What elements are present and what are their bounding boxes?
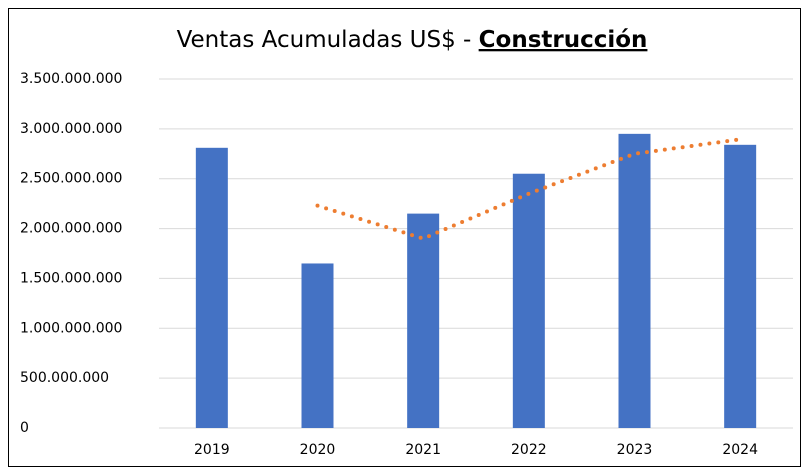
bar <box>724 144 757 428</box>
y-tick-label: 1.500.000.000 <box>20 270 122 286</box>
chart-title: Ventas Acumuladas US$ - Construcción <box>177 27 648 53</box>
y-tick-label: 1.000.000.000 <box>20 320 122 336</box>
y-tick-label: 3.000.000.000 <box>20 121 122 137</box>
y-tick-label: 500.000.000 <box>20 370 109 386</box>
x-tick-label: 2020 <box>300 442 336 458</box>
bar <box>618 133 651 429</box>
trend-line <box>315 137 743 241</box>
bar <box>512 173 545 428</box>
title-main: Ventas Acumuladas US$ - <box>177 27 479 53</box>
y-tick-label: 2.500.000.000 <box>20 171 122 187</box>
y-tick-label: 3.500.000.000 <box>20 71 122 87</box>
x-tick-label: 2024 <box>722 442 758 458</box>
bar <box>407 213 440 428</box>
y-tick-label: 2.000.000.000 <box>20 221 122 237</box>
y-tick-label: 0 <box>20 420 29 436</box>
bar <box>195 147 228 428</box>
x-tick-label: 2022 <box>511 442 547 458</box>
x-tick-label: 2021 <box>405 442 441 458</box>
x-tick-label: 2019 <box>194 442 230 458</box>
x-tick-label: 2023 <box>617 442 653 458</box>
bar <box>301 263 334 428</box>
chart-border <box>8 8 801 467</box>
title-emphasis: Construcción <box>479 27 648 53</box>
